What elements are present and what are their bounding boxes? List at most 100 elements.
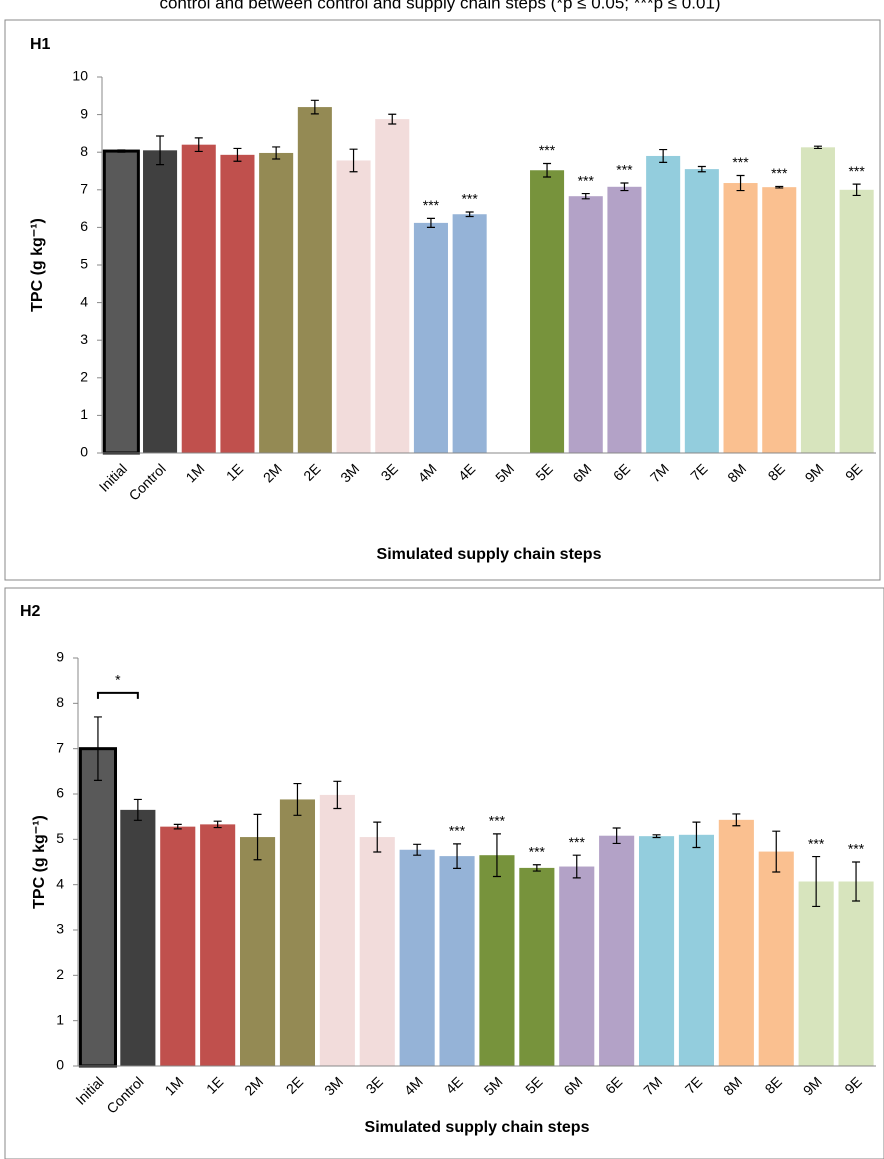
error-bar — [813, 145, 822, 150]
bar — [638, 836, 675, 1066]
y-tick-label: 8 — [80, 143, 88, 159]
x-tick-label: 4M — [401, 1073, 426, 1098]
x-tick-label: 3M — [337, 460, 362, 485]
bar — [375, 119, 410, 453]
error-bar — [736, 174, 745, 192]
y-tick-label: 2 — [80, 369, 88, 385]
y-tick-label: 4 — [80, 293, 88, 309]
bar — [336, 160, 371, 454]
y-tick-label: 7 — [80, 181, 88, 197]
bar — [452, 214, 487, 453]
error-bar — [333, 780, 342, 810]
x-tick-label: 8M — [724, 460, 749, 485]
bar — [200, 824, 236, 1066]
x-tick-label: 6E — [610, 460, 633, 483]
error-bar — [659, 148, 668, 163]
x-tick-label: 8M — [720, 1073, 745, 1098]
error-bar — [253, 813, 262, 861]
y-tick-label: 6 — [56, 785, 64, 801]
error-bar — [293, 782, 302, 816]
bar — [143, 150, 178, 453]
error-bar — [233, 147, 242, 162]
x-tick-label: 7M — [640, 1073, 665, 1098]
chart-frame — [4, 19, 881, 581]
bar — [102, 149, 140, 455]
y-tick-label: 5 — [56, 830, 64, 846]
bracket-label: * — [115, 672, 121, 688]
error-bar — [93, 716, 102, 781]
significance-bracket — [96, 691, 139, 699]
error-bar — [697, 165, 706, 173]
significance-label: *** — [732, 154, 749, 170]
x-tick-label: Control — [103, 1073, 146, 1116]
error-bar — [117, 149, 126, 153]
error-bar — [194, 137, 203, 153]
bar — [568, 196, 603, 453]
y-tick-label: 6 — [80, 218, 88, 234]
x-tick-label: 8E — [765, 460, 788, 483]
significance-label: *** — [569, 834, 586, 850]
x-tick-label: 9M — [800, 1073, 825, 1098]
error-bar — [532, 864, 541, 872]
x-tick-label: 9M — [802, 460, 827, 485]
significance-label: *** — [808, 835, 825, 851]
significance-label: *** — [848, 841, 865, 857]
x-tick-label: 5M — [481, 1073, 506, 1098]
bar — [758, 851, 794, 1066]
bar — [181, 144, 216, 453]
error-bar — [492, 833, 501, 878]
bar — [838, 881, 874, 1066]
x-tick-label: Control — [126, 460, 169, 503]
significance-label: *** — [539, 142, 556, 158]
x-tick-label: 2E — [300, 460, 323, 483]
x-axis-label: Simulated supply chain steps — [377, 546, 602, 563]
chart-frame — [4, 587, 884, 1159]
error-bar — [453, 843, 462, 869]
error-bar — [388, 113, 397, 125]
error-bar — [620, 182, 629, 192]
error-bar — [812, 855, 821, 908]
bar — [839, 189, 874, 454]
x-tick-label: 4E — [455, 460, 478, 483]
x-tick-label: 5M — [492, 460, 517, 485]
y-axis-label: TPC (g kg⁻¹) — [29, 218, 46, 312]
x-tick-label: 3E — [363, 1073, 386, 1096]
error-bar — [426, 217, 435, 228]
significance-label: *** — [771, 165, 788, 181]
error-bar — [772, 830, 781, 873]
caption: control and between control and supply c… — [159, 0, 720, 12]
bar — [723, 183, 758, 454]
x-tick-label: 2M — [260, 460, 285, 485]
y-tick-label: 4 — [56, 875, 64, 891]
x-axis-label: Simulated supply chain steps — [365, 1119, 590, 1136]
significance-label: *** — [489, 813, 506, 829]
error-bar — [310, 99, 319, 115]
x-tick-label: Initial — [96, 460, 130, 494]
error-bar — [581, 192, 590, 200]
error-bar — [272, 146, 281, 160]
bar — [359, 837, 395, 1066]
y-tick-label: 8 — [56, 694, 64, 710]
error-bar — [349, 148, 358, 173]
chart-title: H2 — [20, 603, 41, 620]
significance-label: *** — [578, 172, 595, 188]
x-tick-label: 3E — [378, 460, 401, 483]
bar — [530, 170, 565, 454]
bar — [160, 826, 196, 1066]
significance-label: *** — [848, 163, 865, 179]
x-tick-label: 4E — [442, 1073, 465, 1096]
chart-title: H1 — [30, 36, 51, 53]
bar — [220, 154, 255, 453]
y-tick-label: 2 — [56, 966, 64, 982]
error-bar — [732, 813, 741, 827]
bar — [297, 107, 332, 453]
x-tick-label: 2M — [241, 1073, 266, 1098]
error-bar — [173, 823, 182, 830]
bar — [439, 856, 475, 1066]
x-tick-label: 9E — [841, 1073, 864, 1096]
x-tick-label: 7M — [647, 460, 672, 485]
bar — [259, 152, 294, 453]
x-tick-label: 1M — [161, 1073, 186, 1098]
x-tick-label: 9E — [842, 460, 865, 483]
